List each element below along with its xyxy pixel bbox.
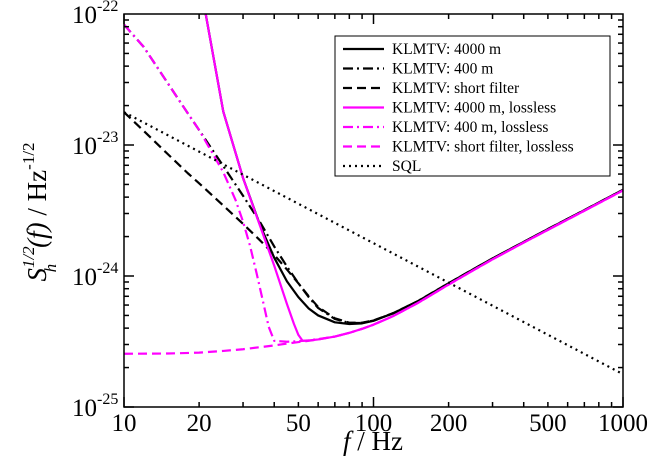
legend-label-2: KLMTV: short filter (392, 80, 520, 97)
y-axis-title-func: (f) (22, 222, 52, 247)
y-axis-title-unit: / Hz (22, 170, 52, 223)
y-axis-title-symbol: S (22, 268, 52, 282)
series-line-5 (124, 189, 623, 355)
y-axis-title: S1/2h (f) / Hz-1/2 (19, 142, 60, 281)
ticks-layer (123, 14, 624, 408)
y-tick-label-base: 10 (72, 264, 97, 291)
y-axis-title-sup: 1/2 (19, 246, 38, 268)
y-axis-title-sub: h (41, 264, 60, 273)
x-tick-label: 50 (286, 410, 311, 437)
legend: KLMTV: 4000 m KLMTV: 400 m KLMTV: short fi… (334, 35, 611, 177)
x-tick-label: 10 (112, 410, 137, 437)
x-axis-title: f / Hz (343, 426, 403, 456)
x-tick-label: 500 (529, 410, 567, 437)
legend-label-3: KLMTV: 4000 m, lossless (392, 100, 556, 117)
y-tick-label-base: 10 (72, 395, 97, 422)
y-tick-label-base: 10 (72, 133, 97, 160)
y-tick-label: 10-23 (72, 129, 118, 160)
x-tick-labels: 10 20 50 100 200 500 1000 (112, 410, 649, 437)
legend-label-0: KLMTV: 4000 m (392, 41, 501, 58)
series-layer (124, 14, 623, 376)
x-axis-title-var: f (343, 426, 354, 456)
y-tick-label-exponent: -23 (97, 129, 118, 146)
x-tick-label: 20 (187, 410, 212, 437)
y-tick-label: 10-25 (72, 391, 118, 422)
legend-label-6: SQL (392, 158, 421, 175)
legend-items: KLMTV: 4000 m KLMTV: 400 m KLMTV: short fi… (343, 41, 574, 175)
legend-label-1: KLMTV: 400 m (392, 61, 493, 78)
y-tick-label-base: 10 (72, 2, 97, 29)
y-tick-label-exponent: -24 (97, 260, 118, 277)
legend-label-5: KLMTV: short filter, lossless (392, 139, 574, 156)
legend-box (334, 35, 611, 177)
y-axis-title-unit-exp: -1/2 (19, 142, 38, 169)
y-tick-label: 10-24 (72, 260, 118, 291)
y-tick-label-exponent: -22 (97, 0, 118, 15)
y-tick-label: 10-22 (72, 0, 118, 29)
x-axis-title-unit: / Hz (351, 426, 404, 456)
x-tick-label: 200 (430, 410, 468, 437)
y-tick-label-exponent: -25 (97, 391, 118, 408)
legend-label-4: KLMTV: 400 m, lossless (392, 119, 548, 136)
x-tick-label: 1000 (598, 410, 648, 437)
x-tick-label: 100 (355, 410, 393, 437)
series-line-6 (124, 111, 623, 376)
